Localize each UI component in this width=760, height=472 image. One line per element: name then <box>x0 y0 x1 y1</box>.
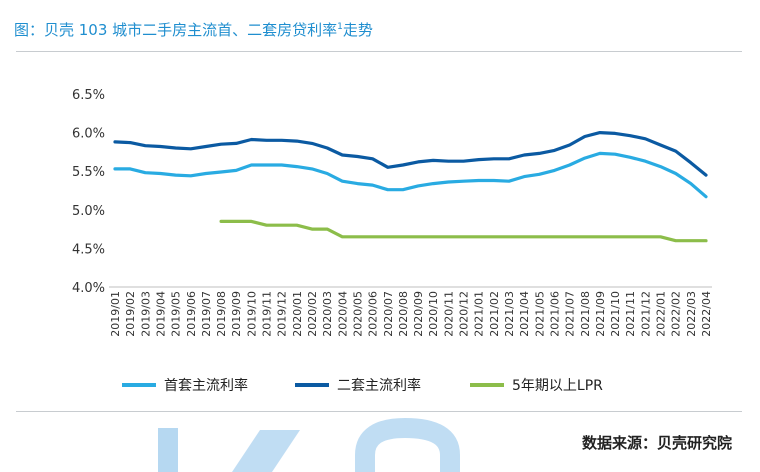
x-tick-label: 2020/04 <box>336 291 349 337</box>
y-tick-label: 6.5% <box>72 88 105 103</box>
series-line-3 <box>219 219 708 243</box>
y-tick-label: 5.0% <box>72 204 105 219</box>
x-tick-label: 2020/10 <box>427 291 440 337</box>
x-tick-label: 2021/07 <box>564 291 577 337</box>
x-tick-label: 2019/02 <box>124 291 137 337</box>
y-tick-label: 5.5% <box>72 165 105 180</box>
x-tick-label: 2021/02 <box>488 291 501 337</box>
title-superscript: 1 <box>337 22 343 32</box>
x-tick-label: 2019/11 <box>261 291 274 337</box>
watermark-logo <box>158 417 460 472</box>
legend-label-2: 二套主流利率 <box>337 377 421 394</box>
x-tick-label: 2021/01 <box>473 291 486 337</box>
x-tick-label: 2020/01 <box>291 291 304 337</box>
data-source: 数据来源：贝壳研究院 <box>581 434 732 452</box>
brand-watermark <box>150 410 480 472</box>
x-tick-label: 2020/08 <box>397 291 410 337</box>
x-tick-label: 2019/09 <box>230 291 243 337</box>
x-tick-label: 2020/03 <box>321 291 334 337</box>
x-tick-label: 2019/05 <box>170 291 183 337</box>
series-line-1 <box>113 151 708 199</box>
x-tick-label: 2020/12 <box>458 291 471 337</box>
title-text: 图：贝壳 103 城市二手房主流首、二套房贷利率 <box>14 21 338 39</box>
x-tick-label: 2021/08 <box>579 291 592 337</box>
x-tick-label: 2021/12 <box>639 291 652 337</box>
x-tick-label: 2020/09 <box>412 291 425 337</box>
x-tick-label: 2021/06 <box>548 291 561 337</box>
x-tick-label: 2020/07 <box>382 291 395 337</box>
line-chart: 4.0%4.5%5.0%5.5%6.0%6.5%2019/01 2019/02 20… <box>72 88 713 394</box>
legend-label-3: 5年期以上LPR <box>512 378 603 394</box>
x-tick-label: 2019/08 <box>215 291 228 337</box>
x-tick-label: 2022/03 <box>685 291 698 337</box>
x-tick-label: 2022/02 <box>670 291 683 337</box>
x-tick-label: 2019/03 <box>139 291 152 337</box>
title-tail: 走势 <box>342 21 373 39</box>
x-tick-label: 2020/05 <box>351 291 364 337</box>
legend-label-1: 首套主流利率 <box>164 377 248 394</box>
series-line-2 <box>113 131 708 177</box>
page-title: 图：贝壳 103 城市二手房主流首、二套房贷利率1走势 <box>14 19 373 40</box>
x-tick-label: 2019/06 <box>185 291 198 337</box>
top-divider <box>16 51 742 52</box>
x-tick-label: 2019/01 <box>109 291 122 337</box>
bottom-divider <box>16 411 742 412</box>
x-tick-label: 2019/07 <box>200 291 213 337</box>
x-tick-label: 2019/04 <box>154 291 167 337</box>
x-tick-label: 2022/01 <box>655 291 668 337</box>
x-tick-label: 2020/11 <box>442 291 455 337</box>
x-tick-label: 2021/10 <box>609 291 622 337</box>
x-tick-label: 2019/12 <box>276 291 289 337</box>
x-tick-label: 2021/11 <box>624 291 637 337</box>
x-tick-label: 2020/06 <box>367 291 380 337</box>
x-tick-label: 2022/04 <box>700 291 713 337</box>
y-tick-label: 4.5% <box>72 242 105 257</box>
x-tick-label: 2021/03 <box>503 291 516 337</box>
x-tick-label: 2020/02 <box>306 291 319 337</box>
x-tick-label: 2021/09 <box>594 291 607 337</box>
x-tick-label: 2021/04 <box>518 291 531 337</box>
x-tick-label: 2019/10 <box>245 291 258 337</box>
y-tick-label: 4.0% <box>72 281 105 296</box>
y-tick-label: 6.0% <box>72 127 105 142</box>
x-tick-label: 2021/05 <box>533 291 546 337</box>
